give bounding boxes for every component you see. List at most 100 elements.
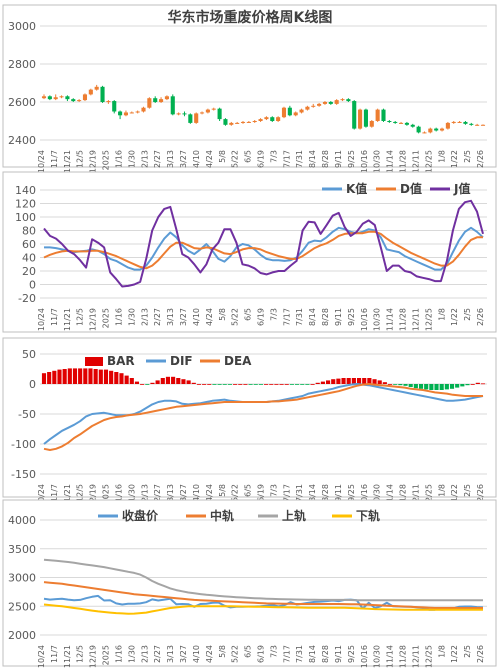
macd-bar: [98, 369, 103, 384]
candle-body: [153, 98, 158, 102]
candle-body: [480, 124, 486, 126]
candle-body: [434, 128, 439, 131]
macd-bar: [109, 370, 114, 384]
candle-body: [106, 101, 111, 103]
candle-body: [428, 128, 433, 133]
macd-bar: [207, 384, 212, 385]
candle-body: [328, 102, 333, 104]
candle-body: [463, 121, 468, 124]
legend-bar-swatch: [85, 357, 103, 366]
x-tick-label: 5/22: [231, 484, 240, 502]
candle-body: [223, 119, 228, 125]
x-tick-label: 7/3: [269, 308, 278, 321]
candle-body: [358, 109, 363, 129]
macd-bar: [258, 384, 263, 385]
y-tick-label: 2000: [8, 629, 36, 642]
macd-bar: [418, 384, 424, 389]
x-tick-label: 1/8: [437, 645, 446, 658]
macd-bar: [408, 384, 413, 387]
macd-bar: [217, 384, 222, 385]
candle-body: [182, 113, 187, 115]
candle-body: [404, 122, 409, 125]
x-tick-label: 3/27: [179, 308, 188, 326]
x-tick-label: 1/22: [450, 484, 459, 502]
y-tick-label: 140: [15, 184, 36, 197]
x-tick-label: 12/19: [89, 484, 98, 507]
macd-bar: [367, 378, 372, 384]
x-tick-label: 11/14: [386, 484, 395, 507]
candle-body: [123, 112, 128, 116]
legend-dea-label: DEA: [224, 354, 252, 368]
series-line-3: [43, 199, 484, 288]
candle-body: [176, 113, 181, 115]
candle-body: [445, 122, 450, 129]
macd-bar: [372, 379, 377, 384]
x-tick-label: 6/5: [244, 645, 253, 658]
x-tick-label: 2025: [102, 150, 111, 170]
y-tick-label: 120: [15, 198, 36, 211]
candle-body: [141, 107, 146, 112]
macd-bar: [52, 370, 57, 384]
x-tick-label: 2/26: [476, 150, 485, 168]
y-tick-label: 40: [22, 252, 36, 265]
x-tick-label: 11/14: [386, 150, 395, 173]
candle-body: [369, 121, 374, 127]
macd-bar: [47, 372, 52, 384]
x-tick-label: 8/14: [308, 150, 317, 168]
x-tick-label: 12/5: [76, 484, 85, 502]
x-tick-label: 12/11: [411, 484, 420, 507]
x-tick-label: 12/19: [89, 645, 98, 668]
candle-body: [112, 101, 117, 112]
x-tick-label: 7/17: [282, 645, 291, 663]
macd-bar: [320, 381, 325, 384]
candle-body: [352, 101, 357, 129]
macd-bar: [62, 369, 67, 384]
x-tick-label: 4/10: [192, 484, 201, 502]
x-tick-label: 2/5: [463, 645, 472, 658]
series-line-2: [43, 383, 483, 451]
macd-bar: [413, 384, 418, 389]
candle-body: [229, 122, 234, 125]
candle-body: [59, 96, 64, 98]
x-tick-label: 3/13: [166, 645, 175, 663]
macd-bar: [78, 368, 83, 384]
macd-bar: [103, 369, 109, 384]
candle-body: [94, 86, 99, 90]
y-tick-label: 2500: [8, 600, 36, 613]
candle-body: [363, 109, 368, 127]
x-tick-label: 12/11: [411, 150, 420, 173]
candle-body: [71, 99, 76, 102]
x-tick-label: 8/28: [321, 484, 330, 502]
x-tick-label: 10/24: [37, 645, 46, 668]
macd-bar: [233, 384, 238, 385]
x-tick-label: 6/19: [257, 308, 266, 326]
candle-body: [451, 121, 456, 123]
x-tick-label: 1/30: [127, 150, 136, 168]
x-tick-label: 3/13: [166, 150, 175, 168]
candle-body: [170, 96, 175, 115]
candle-body: [375, 109, 380, 121]
x-tick-label: 3/13: [166, 484, 175, 502]
macd-bar: [165, 376, 171, 384]
candle-body: [65, 96, 70, 100]
y-tick-label: -20: [18, 292, 36, 305]
x-tick-label: 8/14: [308, 484, 317, 502]
x-tick-label: 11/14: [386, 308, 395, 331]
candle-body: [53, 97, 58, 100]
macd-bar: [181, 379, 186, 384]
macd-bar: [176, 378, 181, 384]
candle-body: [159, 99, 164, 102]
x-tick-label: 9/11: [334, 308, 343, 326]
x-tick-label: 2/5: [463, 150, 472, 163]
macd-bar: [264, 384, 269, 385]
x-tick-label: 11/21: [63, 150, 72, 173]
y-tick-label: 3000: [8, 572, 36, 585]
candle-body: [393, 121, 398, 123]
x-tick-label: 1/16: [114, 150, 123, 168]
y-tick-label: 3500: [8, 543, 36, 556]
x-tick-label: 6/5: [244, 150, 253, 163]
x-tick-label: 10/30: [373, 645, 382, 668]
x-tick-label: 12/25: [424, 150, 433, 173]
x-tick-label: 12/25: [424, 645, 433, 668]
chart-title: 华东市场重废价格周K线图: [168, 9, 333, 26]
